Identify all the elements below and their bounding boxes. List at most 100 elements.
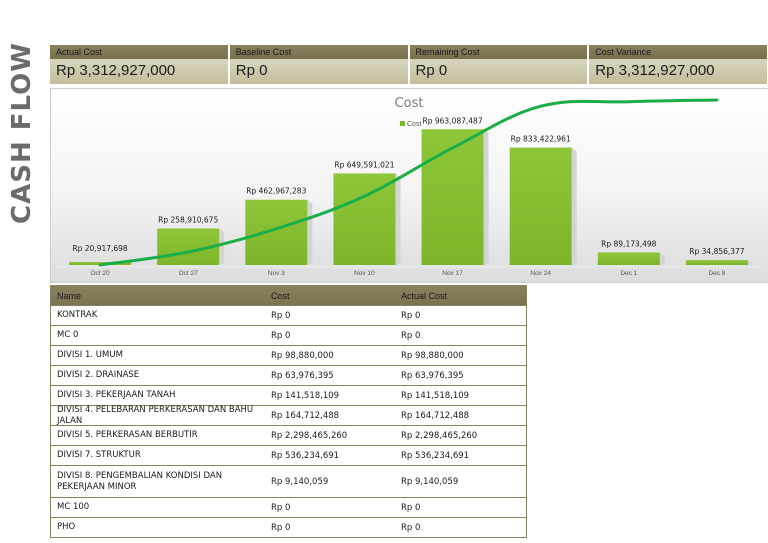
row-actual-cost: Rp 0: [401, 310, 421, 321]
kpi-actual-cost: Actual Cost Rp 3,312,927,000: [50, 45, 230, 84]
row-cost: Rp 0: [271, 310, 291, 321]
bar: [333, 173, 396, 265]
row-cost: Rp 0: [271, 522, 291, 533]
row-name: DIVISI 7. STRUKTUR: [57, 450, 141, 460]
row-cost: Rp 141,518,109: [271, 390, 340, 401]
x-tick-label: Nov 17: [442, 270, 463, 277]
table-row: PHO Rp 0 Rp 0: [51, 517, 526, 537]
table-row: DIVISI 3. PEKERJAAN TANAH Rp 141,518,109 R…: [51, 385, 526, 405]
cumulative-cost-line: [98, 98, 719, 267]
kpi-value: Rp 0: [229, 59, 408, 84]
kpi-baseline-cost: Baseline Cost Rp 0: [229, 45, 410, 84]
row-cost: Rp 536,234,691: [271, 450, 340, 461]
bar: [509, 147, 572, 265]
table-row: DIVISI 1. UMUM Rp 98,880,000 Rp 98,880,000: [51, 345, 526, 365]
row-actual-cost: Rp 9,140,059: [401, 476, 459, 487]
bar-shadow: [219, 228, 225, 265]
table-row: MC 0 Rp 0 Rp 0: [51, 325, 526, 345]
table-row: DIVISI 7. STRUKTUR Rp 536,234,691 Rp 536,2…: [51, 445, 526, 465]
table-row: DIVISI 4. PELEBARAN PERKERASAN DAN BAHU …: [51, 404, 526, 426]
row-name: DIVISI 8. PENGEMBALIAN KONDISI DAN PEKER…: [57, 470, 223, 492]
cost-table: Name Cost Actual Cost KONTRAK Rp 0 Rp 0 MC …: [50, 285, 527, 538]
table-row: DIVISI 2. DRAINASE Rp 63,976,395 Rp 63,976…: [51, 365, 526, 385]
bar-shadow: [571, 147, 577, 265]
row-cost: Rp 98,880,000: [271, 350, 334, 361]
header-actual-cost: Actual Cost: [401, 290, 448, 301]
kpi-bar: Actual Cost Rp 3,312,927,000 Baseline Co…: [50, 45, 767, 84]
table-row: MC 100 Rp 0 Rp 0: [51, 497, 526, 517]
kpi-cost-variance: Cost Variance Rp 3,312,927,000: [589, 45, 767, 84]
row-name: DIVISI 2. DRAINASE: [57, 370, 140, 380]
kpi-label: Baseline Cost: [229, 45, 408, 59]
chart-title: Cost: [395, 96, 424, 111]
row-actual-cost: Rp 63,976,395: [401, 370, 464, 381]
legend-label: Cost: [407, 121, 421, 128]
side-title-text: CASH FLOW: [7, 42, 37, 224]
table-row: DIVISI 8. PENGEMBALIAN KONDISI DAN PEKER…: [51, 465, 526, 497]
x-tick-label: Nov 10: [354, 270, 375, 277]
bar: [421, 129, 484, 265]
row-actual-cost: Rp 0: [401, 502, 421, 513]
row-name: KONTRAK: [57, 310, 98, 320]
row-name: DIVISI 1. UMUM: [57, 350, 123, 360]
row-name: DIVISI 5. PERKERASAN BERBUTIR: [57, 430, 198, 440]
kpi-value: Rp 3,312,927,000: [589, 59, 767, 84]
row-cost: Rp 0: [271, 502, 291, 513]
kpi-label: Remaining Cost: [409, 45, 588, 59]
table-body: KONTRAK Rp 0 Rp 0 MC 0 Rp 0 Rp 0 DIVISI 1. UMU…: [51, 305, 526, 537]
row-name: MC 100: [57, 502, 90, 512]
row-actual-cost: Rp 141,518,109: [401, 390, 470, 401]
x-tick-label: Dec 8: [708, 270, 725, 277]
row-cost: Rp 0: [271, 330, 291, 341]
bar-shadow: [483, 129, 489, 265]
kpi-label: Actual Cost: [50, 45, 228, 59]
x-tick-label: Nov 3: [268, 270, 285, 277]
row-name: DIVISI 4. PELEBARAN PERKERASAN DAN BAHU …: [57, 404, 254, 426]
row-actual-cost: Rp 164,712,488: [401, 410, 470, 421]
kpi-value: Rp 3,312,927,000: [50, 59, 228, 84]
bar-shadow: [307, 199, 313, 265]
row-actual-cost: Rp 98,880,000: [401, 350, 464, 361]
row-actual-cost: Rp 0: [401, 330, 421, 341]
bar-shadow: [747, 260, 753, 265]
header-cost: Cost: [271, 290, 290, 301]
bar-shadow: [131, 262, 137, 266]
header-name: Name: [57, 290, 82, 301]
bar: [685, 260, 748, 265]
row-name: DIVISI 3. PEKERJAAN TANAH: [57, 390, 176, 400]
kpi-label: Cost Variance: [589, 45, 767, 59]
x-tick-label: Oct 20: [90, 270, 110, 277]
row-cost: Rp 9,140,059: [271, 476, 329, 487]
row-actual-cost: Rp 2,298,465,260: [401, 430, 478, 441]
row-name: MC 0: [57, 330, 79, 340]
bar: [245, 199, 308, 265]
bar-value-label: Rp 462,967,283: [246, 187, 306, 196]
table-row: DIVISI 5. PERKERASAN BERBUTIR Rp 2,298,46…: [51, 425, 526, 445]
bar-value-label: Rp 833,422,961: [511, 135, 571, 144]
x-tick-label: Dec 1: [620, 270, 637, 277]
bar-value-label: Rp 20,917,698: [72, 244, 128, 253]
bar-shadow: [659, 252, 665, 265]
table-row: KONTRAK Rp 0 Rp 0: [51, 305, 526, 325]
x-tick-label: Nov 24: [530, 270, 551, 277]
x-tick-label: Oct 27: [179, 270, 199, 277]
row-actual-cost: Rp 536,234,691: [401, 450, 470, 461]
legend-swatch: [400, 121, 405, 126]
bar: [597, 252, 660, 265]
kpi-value: Rp 0: [409, 59, 588, 84]
row-actual-cost: Rp 0: [401, 522, 421, 533]
bar-shadow: [395, 173, 401, 265]
bar-value-label: Rp 649,591,021: [334, 160, 394, 169]
row-cost: Rp 2,298,465,260: [271, 430, 348, 441]
cost-chart: Cost Cost Rp 20,917,698 Oct 20 Rp 258,910,67…: [50, 88, 768, 283]
bar-value-label: Rp 258,910,675: [158, 216, 218, 225]
chart-floor: [56, 265, 761, 268]
bar-value-label: Rp 89,173,498: [601, 239, 657, 248]
side-title: CASH FLOW: [4, 42, 40, 224]
kpi-remaining-cost: Remaining Cost Rp 0: [409, 45, 590, 84]
table-header: Name Cost Actual Cost: [51, 286, 526, 305]
bar-value-label: Rp 34,856,377: [689, 247, 745, 256]
row-cost: Rp 164,712,488: [271, 410, 340, 421]
row-name: PHO: [57, 522, 76, 532]
cost-chart-svg: Cost Cost Rp 20,917,698 Oct 20 Rp 258,910,67…: [56, 96, 761, 277]
